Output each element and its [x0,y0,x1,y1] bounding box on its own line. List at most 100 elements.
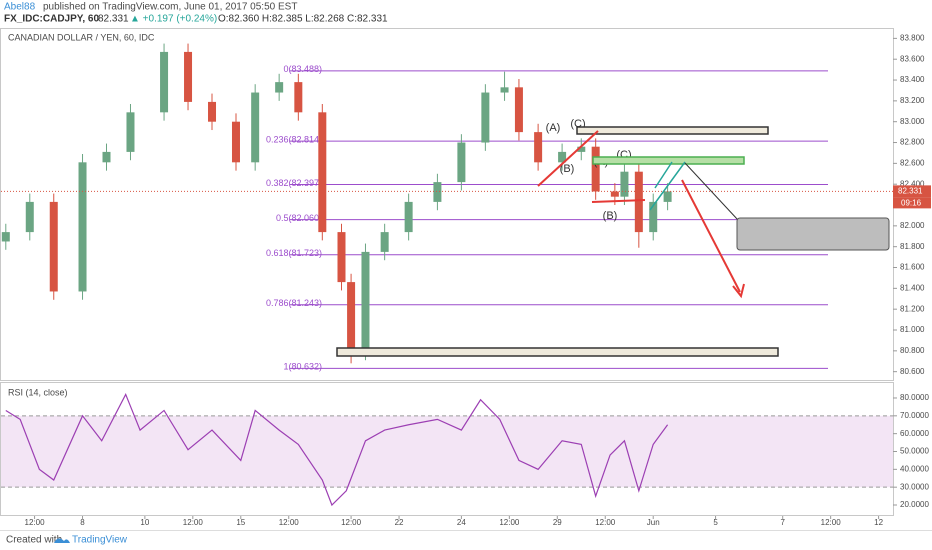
candle-body [1,232,10,242]
y-tick-label: 83.000 [900,117,925,126]
x-tick-label: 12 [874,518,883,527]
candle-body [577,146,586,152]
symbol: FX_IDC:CADJPY, 60 [4,14,99,25]
y-tick-label: 83.800 [900,33,925,42]
note-box [736,217,890,251]
candle-body [160,51,169,113]
y-tick-label: 81.000 [900,325,925,334]
candle-body [275,82,284,93]
zone [592,156,745,165]
fib-label: 0.382(82.397) [266,178,322,188]
candle-body [457,142,466,183]
x-tick-label: 8 [80,518,85,527]
y-tick-label: 70.0000 [900,411,929,420]
candle-body [126,112,135,152]
x-tick-label: 12:00 [279,518,300,527]
candle-body [25,201,34,233]
fib-label: 0.786(81.243) [266,298,322,308]
author[interactable]: Abel88 [4,2,36,13]
y-tick-label: 83.200 [900,96,925,105]
change: ▲ +0.197 (+0.24%) [130,14,217,25]
wave-label: (B) [603,210,618,222]
wave-label: (A) [546,122,561,134]
x-tick-label: 12:00 [183,518,204,527]
candle-body [481,92,490,143]
rsi-line [5,392,669,507]
footer-created: Created with [6,535,62,546]
candle-body [433,182,442,202]
last-price-label: 82.331 [898,186,923,195]
y-tick-label: 81.800 [900,242,925,251]
candle-body [49,201,58,292]
candle-body [500,87,509,93]
y-tick-label: 30.0000 [900,482,929,491]
fib-label: 0.236(82.814) [266,134,322,144]
y-tick-label: 81.600 [900,263,925,272]
x-tick-label: 29 [553,518,562,527]
x-tick-label: 15 [236,518,245,527]
y-tick-label: 81.400 [900,283,925,292]
rsi-band [1,415,893,488]
candle-body [294,82,303,113]
x-tick-label: 12:00 [595,518,616,527]
candle-body [361,251,370,352]
y-tick-label: 80.0000 [900,393,929,402]
candle-body [620,171,629,197]
candle-body [102,151,111,163]
published: published on TradingView.com, June 01, 2… [43,2,297,13]
y-tick-label: 81.200 [900,304,925,313]
x-tick-label: 10 [140,518,149,527]
wave-label: (B) [560,163,575,175]
candle-body [337,232,346,283]
fib-label: 0(83.488) [283,64,322,74]
candle-body [318,112,327,233]
candle-body [663,191,672,202]
y-tick-label: 82.000 [900,221,925,230]
arrow-head [732,283,745,299]
countdown-box [893,197,931,209]
y-tick-label: 80.600 [900,367,925,376]
countdown: 09:16 [901,198,922,207]
candle-body [347,282,356,352]
candle-body [634,171,643,233]
candle-body [534,132,543,163]
ohlc: O:82.360 H:82.385 L:82.268 C:82.331 [218,14,388,25]
last-price-box [893,185,931,198]
y-tick-label: 80.800 [900,346,925,355]
candle-body [251,92,260,163]
fib-label: 1(80.632) [283,362,322,372]
y-tick-label: 60.0000 [900,429,929,438]
trend-line [591,199,646,203]
y-tick-label: 83.400 [900,75,925,84]
zone [336,347,779,357]
x-tick-label: 22 [395,518,404,527]
candle-body [610,191,619,197]
y-tick-label: 82.400 [900,179,925,188]
y-tick-label: 20.0000 [900,500,929,509]
candle-body [380,232,389,252]
y-tick-label: 40.0000 [900,464,929,473]
x-tick-label: Jun [647,518,660,527]
x-tick-label: 12:00 [341,518,362,527]
x-tick-label: 24 [457,518,466,527]
pane-title: CANADIAN DOLLAR / YEN, 60, IDC [8,32,155,42]
x-tick-label: 5 [713,518,718,527]
candle-body [649,201,658,233]
x-tick-label: 12:00 [25,518,46,527]
y-tick-label: 83.600 [900,54,925,63]
channel-line [654,161,673,189]
fib-label: 0.618(81.723) [266,248,322,258]
zone [576,126,769,135]
arrow [681,179,741,293]
y-tick-label: 82.800 [900,138,925,147]
y-tick-label: 82.600 [900,158,925,167]
candle-body [208,101,217,122]
footer-brand[interactable]: TradingView [72,535,128,546]
candle-body [231,121,240,163]
candle-body [78,162,87,292]
x-tick-label: 7 [780,518,785,527]
x-tick-label: 12:00 [821,518,842,527]
y-tick-label: 50.0000 [900,447,929,456]
trend-line [537,130,599,187]
